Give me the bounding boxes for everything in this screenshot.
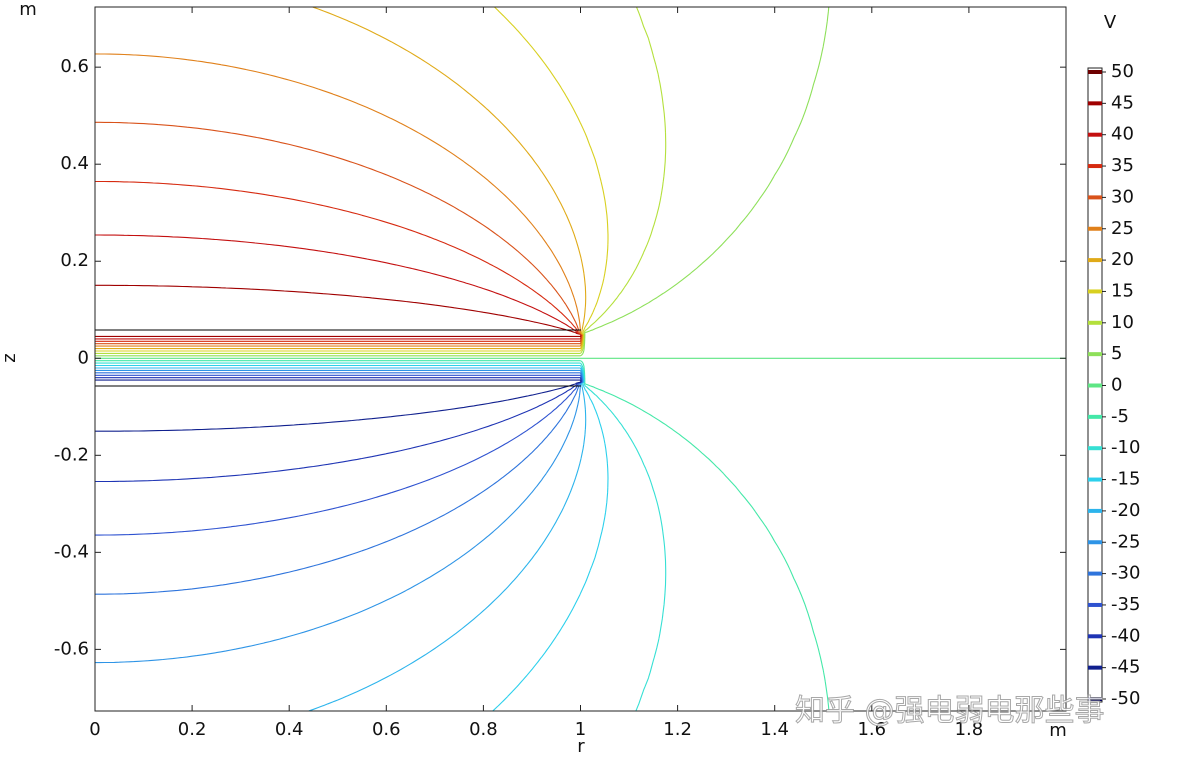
colorbar-label: 5 <box>1111 343 1122 364</box>
contour-line <box>95 367 587 711</box>
contour-line <box>95 372 583 595</box>
x-tick-label: 0.6 <box>372 719 401 740</box>
x-tick-label: 0 <box>89 719 100 740</box>
x-unit: m <box>1049 720 1067 741</box>
x-label: r <box>577 736 585 757</box>
colorbar-label: 40 <box>1111 124 1134 145</box>
contour-line <box>95 121 583 345</box>
x-tick-label: 1 <box>575 719 586 740</box>
y-unit: m <box>19 0 37 20</box>
x-tick-label: 0.4 <box>275 719 304 740</box>
y-tick-label: -0.2 <box>54 444 89 465</box>
x-tick-label: 1.2 <box>663 719 692 740</box>
contour-line <box>95 7 830 357</box>
colorbar-label: -40 <box>1111 625 1140 646</box>
x-tick-label: 1.4 <box>760 719 789 740</box>
x-tick-label: 1.6 <box>857 719 886 740</box>
colorbar-label: 10 <box>1111 312 1134 333</box>
colorbar-unit: V <box>1104 12 1117 33</box>
contour-line <box>95 284 582 337</box>
colorbar-label: -20 <box>1111 500 1140 521</box>
contour-line <box>95 7 587 350</box>
colorbar-label: -50 <box>1111 688 1140 709</box>
x-tick-label: 1.8 <box>955 719 984 740</box>
colorbar-label: 20 <box>1111 249 1134 270</box>
contour-line <box>95 7 609 352</box>
contour-layer <box>95 7 1066 711</box>
watermark: 知乎 @强电弱电那些事 <box>795 694 1105 729</box>
colorbar-label: 15 <box>1111 280 1134 301</box>
y-tick-label: 0.2 <box>60 250 89 271</box>
colorbar-label: -25 <box>1111 531 1140 552</box>
colorbar-label: -5 <box>1111 406 1129 427</box>
colorbar-label: 30 <box>1111 186 1134 207</box>
y-tick-label: -0.6 <box>54 638 89 659</box>
colorbar-label: -35 <box>1111 594 1140 615</box>
colorbar-label: -15 <box>1111 469 1140 490</box>
contour-line <box>95 360 830 711</box>
y-tick-label: 0.4 <box>60 153 89 174</box>
contour-line <box>95 7 667 354</box>
colorbar-label: 25 <box>1111 218 1134 239</box>
contour-line <box>95 362 667 711</box>
y-label: z <box>0 353 20 362</box>
contour-line <box>95 53 584 347</box>
y-tick-label: 0.6 <box>60 56 89 77</box>
colorbar-label: -10 <box>1111 437 1140 458</box>
colorbar-label: 0 <box>1111 375 1122 396</box>
colorbar-label: 50 <box>1111 61 1134 82</box>
contour-line <box>95 234 582 340</box>
colorbar-label: -45 <box>1111 657 1140 678</box>
contour-line <box>95 377 582 483</box>
y-tick-label: 0 <box>78 347 89 368</box>
colorbar-label: 35 <box>1111 155 1134 176</box>
x-tick-label: 0.2 <box>178 719 207 740</box>
x-tick-label: 0.8 <box>469 719 498 740</box>
contour-line <box>95 379 582 432</box>
colorbar-label: 45 <box>1111 92 1134 113</box>
y-tick-label: -0.4 <box>54 541 89 562</box>
contour-line <box>95 369 584 664</box>
colorbar-label: -30 <box>1111 563 1140 584</box>
plot-frame <box>94 6 1067 712</box>
